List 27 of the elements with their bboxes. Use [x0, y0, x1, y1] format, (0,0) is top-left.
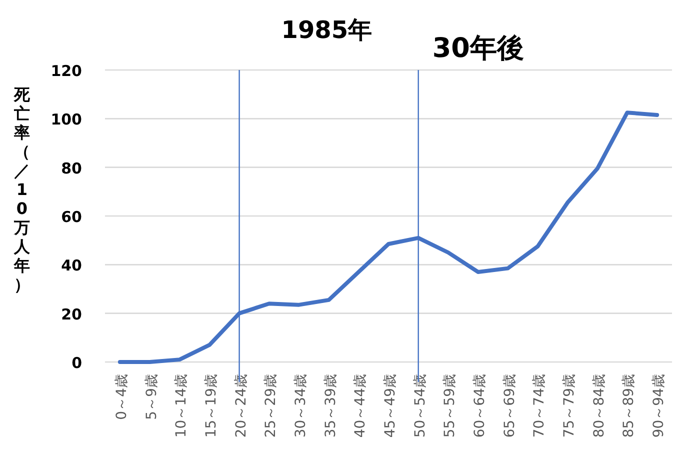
x-tick-label: 90～94歳 — [651, 374, 668, 438]
y-tick-label: 100 — [50, 110, 82, 129]
x-tick-label: 55～59歳 — [442, 374, 458, 438]
x-tick-label: 5～9歳 — [144, 374, 160, 420]
y-tick-label: 80 — [61, 159, 82, 178]
text: 死亡率（／10万人年） — [14, 85, 30, 294]
y-tick-label: 60 — [61, 208, 82, 226]
y-tick-label: 120 — [50, 62, 82, 80]
y-tick-label: 40 — [61, 256, 82, 275]
x-tick-label: 60～64歳 — [472, 374, 488, 438]
x-tick-label: 45～49歳 — [382, 374, 398, 438]
x-tick-label: 40～44歳 — [352, 374, 369, 438]
x-tick-label: 75～79歳 — [562, 374, 578, 438]
x-tick-label: 70～74歳 — [532, 374, 548, 438]
x-tick-label: 65～69歳 — [502, 374, 518, 438]
x-tick-label: 35～39歳 — [322, 374, 339, 438]
ref-line-label: 1985年 — [281, 16, 372, 44]
x-tick-label: 10～14歳 — [174, 374, 190, 438]
x-tick-label: 0～4歳 — [114, 374, 130, 420]
x-tick-label: 25～29歳 — [263, 374, 280, 438]
y-tick-label: 20 — [61, 305, 82, 324]
x-tick-label: 85～89歳 — [621, 374, 638, 438]
x-tick-label: 80～84歳 — [591, 374, 608, 438]
x-tick-label: 15～19歳 — [203, 374, 220, 438]
ref-line-label: 30年後 — [432, 33, 524, 64]
x-tick-label: 30～34歳 — [292, 374, 309, 438]
y-tick-label: 0 — [72, 354, 82, 372]
